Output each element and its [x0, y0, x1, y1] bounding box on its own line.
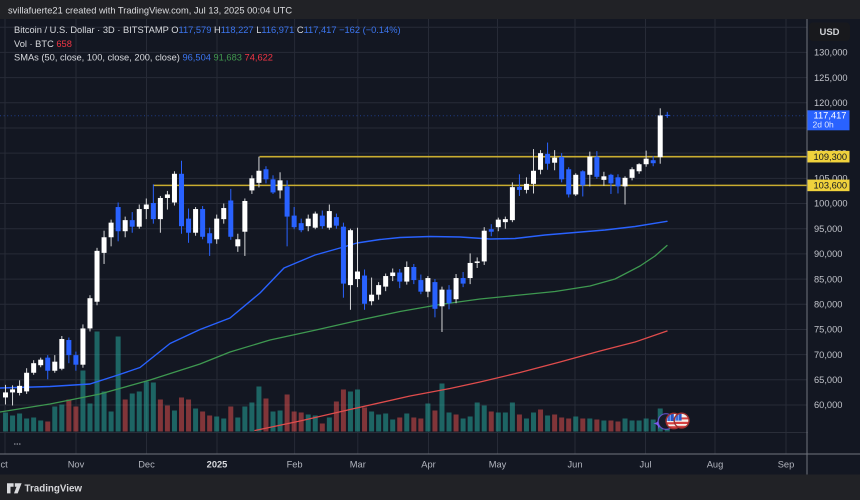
- svg-text:Nov: Nov: [68, 460, 85, 470]
- svg-text:Oct: Oct: [0, 460, 8, 470]
- svg-text:109,300: 109,300: [814, 152, 848, 162]
- svg-text:103,600: 103,600: [814, 181, 848, 191]
- svg-text:117,417: 117,417: [814, 111, 847, 121]
- svg-text:Aug: Aug: [707, 460, 724, 470]
- svg-text:70,000: 70,000: [814, 350, 842, 360]
- svg-text:130,000: 130,000: [814, 48, 848, 58]
- svg-text:Dec: Dec: [138, 460, 155, 470]
- svg-text:2d 0h: 2d 0h: [813, 119, 835, 129]
- svg-text:85,000: 85,000: [814, 274, 842, 284]
- svg-text:65,000: 65,000: [814, 375, 842, 385]
- svg-text:USD: USD: [819, 27, 839, 38]
- svg-text:SMAs (50, close, 100, close, 2: SMAs (50, close, 100, close, 200, close)…: [14, 52, 273, 62]
- svg-text:TradingView: TradingView: [25, 484, 83, 495]
- svg-text:120,000: 120,000: [814, 98, 848, 108]
- svg-text:Vol · BTC 658: Vol · BTC 658: [14, 39, 72, 49]
- svg-text:Sep: Sep: [778, 460, 795, 470]
- svg-text:Jun: Jun: [568, 460, 583, 470]
- svg-text:Feb: Feb: [287, 460, 303, 470]
- svg-text:Jul: Jul: [640, 460, 652, 470]
- svg-text:75,000: 75,000: [814, 325, 842, 335]
- svg-text:svillafuerte21 created with Tr: svillafuerte21 created with TradingView.…: [8, 6, 292, 16]
- svg-text:Mar: Mar: [350, 460, 366, 470]
- svg-text:80,000: 80,000: [814, 299, 842, 309]
- svg-text:125,000: 125,000: [814, 73, 848, 83]
- svg-text:95,000: 95,000: [814, 224, 842, 234]
- svg-text:Apr: Apr: [421, 460, 435, 470]
- svg-text:100,000: 100,000: [814, 199, 848, 209]
- svg-text:Bitcoin / U.S. Dollar · 3D · B: Bitcoin / U.S. Dollar · 3D · BITSTAMP O1…: [14, 25, 401, 35]
- svg-text:May: May: [489, 460, 507, 470]
- svg-text:105,000: 105,000: [814, 174, 848, 184]
- svg-text:90,000: 90,000: [814, 249, 842, 259]
- svg-text:2025: 2025: [207, 460, 228, 470]
- svg-text:60,000: 60,000: [814, 400, 842, 410]
